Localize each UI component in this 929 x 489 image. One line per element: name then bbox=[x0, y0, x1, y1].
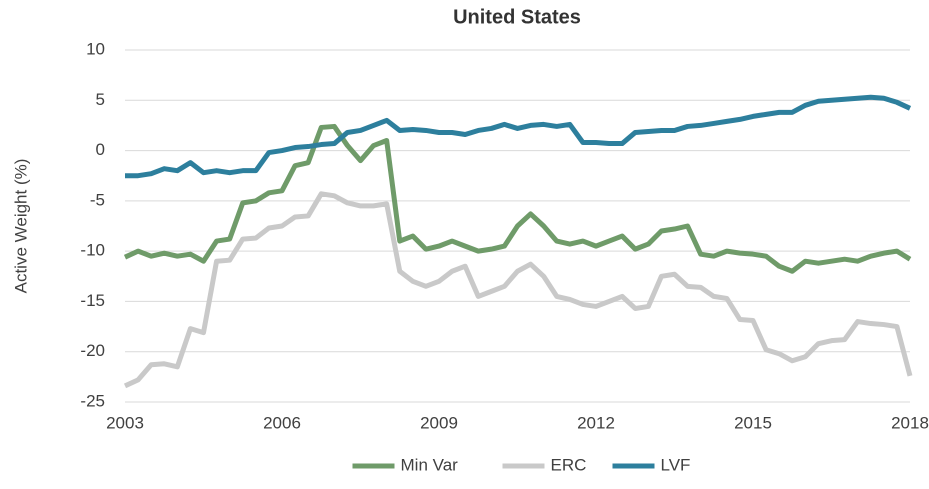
x-tick-label: 2012 bbox=[577, 413, 615, 432]
x-tick-label: 2009 bbox=[420, 413, 458, 432]
x-tick-label: 2003 bbox=[106, 413, 144, 432]
y-tick-label: 0 bbox=[96, 140, 105, 159]
legend-label: LVF bbox=[661, 455, 691, 474]
y-tick-label: -10 bbox=[80, 241, 105, 260]
y-tick-label: -20 bbox=[80, 341, 105, 360]
line-series bbox=[123, 123, 912, 274]
x-tick-label: 2015 bbox=[734, 413, 772, 432]
x-tick-label: 2006 bbox=[263, 413, 301, 432]
line-series bbox=[125, 94, 912, 179]
y-tick-label: 10 bbox=[86, 39, 105, 58]
legend-label: Min Var bbox=[401, 455, 459, 474]
y-tick-label: 5 bbox=[96, 90, 105, 109]
line-series bbox=[123, 191, 913, 389]
y-tick-label: -5 bbox=[90, 190, 105, 209]
chart-title: United States bbox=[453, 6, 581, 28]
y-axis-label: Active Weight (%) bbox=[11, 159, 30, 294]
y-tick-label: -15 bbox=[80, 291, 105, 310]
y-tick-label: -25 bbox=[80, 391, 105, 410]
x-tick-label: 2018 bbox=[891, 413, 929, 432]
legend-label: ERC bbox=[551, 455, 587, 474]
